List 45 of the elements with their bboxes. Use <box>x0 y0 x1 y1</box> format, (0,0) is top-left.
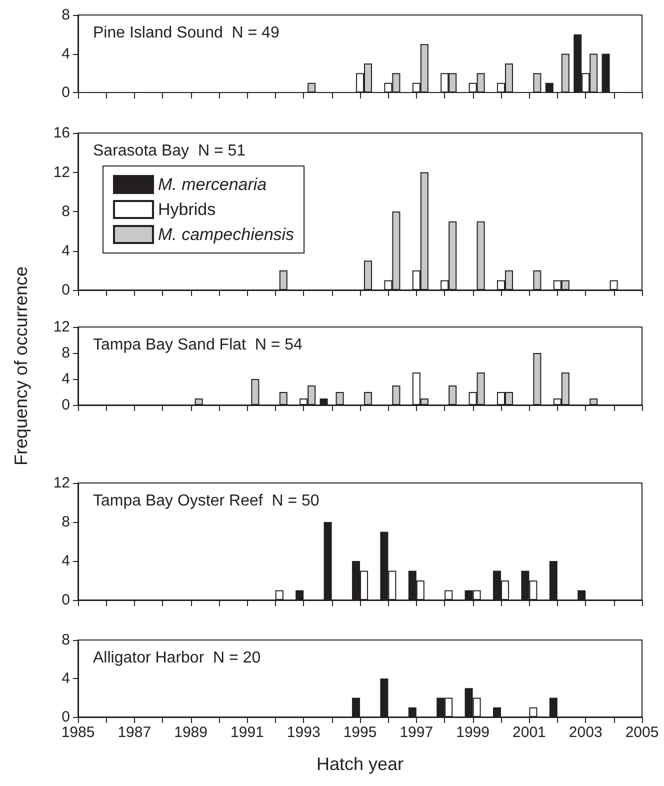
x-tick-label: 1987 <box>118 724 152 741</box>
y-tick-label: 8 <box>62 514 70 530</box>
x-axis-title: Hatch year <box>316 754 404 774</box>
y-tick-label: 4 <box>62 670 70 687</box>
text: Tampa Bay Oyster Reef N = 50 <box>93 492 320 510</box>
x-tick-label: 2001 <box>512 724 546 741</box>
y-tick-label: 12 <box>53 164 70 181</box>
y-tick-label: 4 <box>62 552 70 570</box>
y-tick-label: 8 <box>62 632 70 648</box>
x-tick-label: 1991 <box>230 724 264 741</box>
text: Alligator Harbor N = 20 <box>93 650 261 666</box>
legend-label: M. campechiensis <box>158 225 295 244</box>
legend-label: Hybrids <box>158 200 216 219</box>
text: Sarasota Bay N = 51 <box>93 142 246 160</box>
y-tick-label: 0 <box>62 282 70 298</box>
x-tick-label: 2003 <box>568 724 602 741</box>
bar <box>533 73 542 92</box>
y-axis-title: Frequency of occurrence <box>11 266 31 466</box>
bar <box>308 82 316 92</box>
y-tick-label: 0 <box>62 84 70 101</box>
x-tick-label: 1995 <box>343 724 377 741</box>
y-tick-label: 0 <box>62 708 70 726</box>
bar <box>545 82 554 92</box>
x-tick-label: 2005 <box>625 724 659 741</box>
y-tick-label: 8 <box>62 344 70 362</box>
x-tick-label: 1993 <box>286 724 320 741</box>
y-tick-label: 12 <box>53 318 70 336</box>
y-tick-label: 8 <box>62 203 70 220</box>
bar <box>602 54 610 92</box>
y-tick-label: 8 <box>62 6 70 24</box>
y-tick-label: 0 <box>62 592 70 608</box>
text: Pine Island Sound N = 49 <box>93 24 280 42</box>
y-tick-label: 12 <box>53 474 70 492</box>
y-tick-label: 4 <box>62 370 70 388</box>
y-tick-label: 0 <box>62 396 70 414</box>
x-tick-label: 1989 <box>174 724 208 741</box>
y-tick-label: 4 <box>62 242 70 260</box>
x-tick-label: 1999 <box>456 724 490 741</box>
text: Tampa Bay Sand Flat N = 54 <box>93 336 303 354</box>
x-tick-label: 1985 <box>61 724 95 741</box>
y-tick-label: 16 <box>53 124 70 142</box>
y-tick-label: 4 <box>62 45 70 62</box>
x-tick-label: 1997 <box>400 724 434 741</box>
bar <box>561 54 570 92</box>
legend-label: M. mercenaria <box>158 175 267 194</box>
